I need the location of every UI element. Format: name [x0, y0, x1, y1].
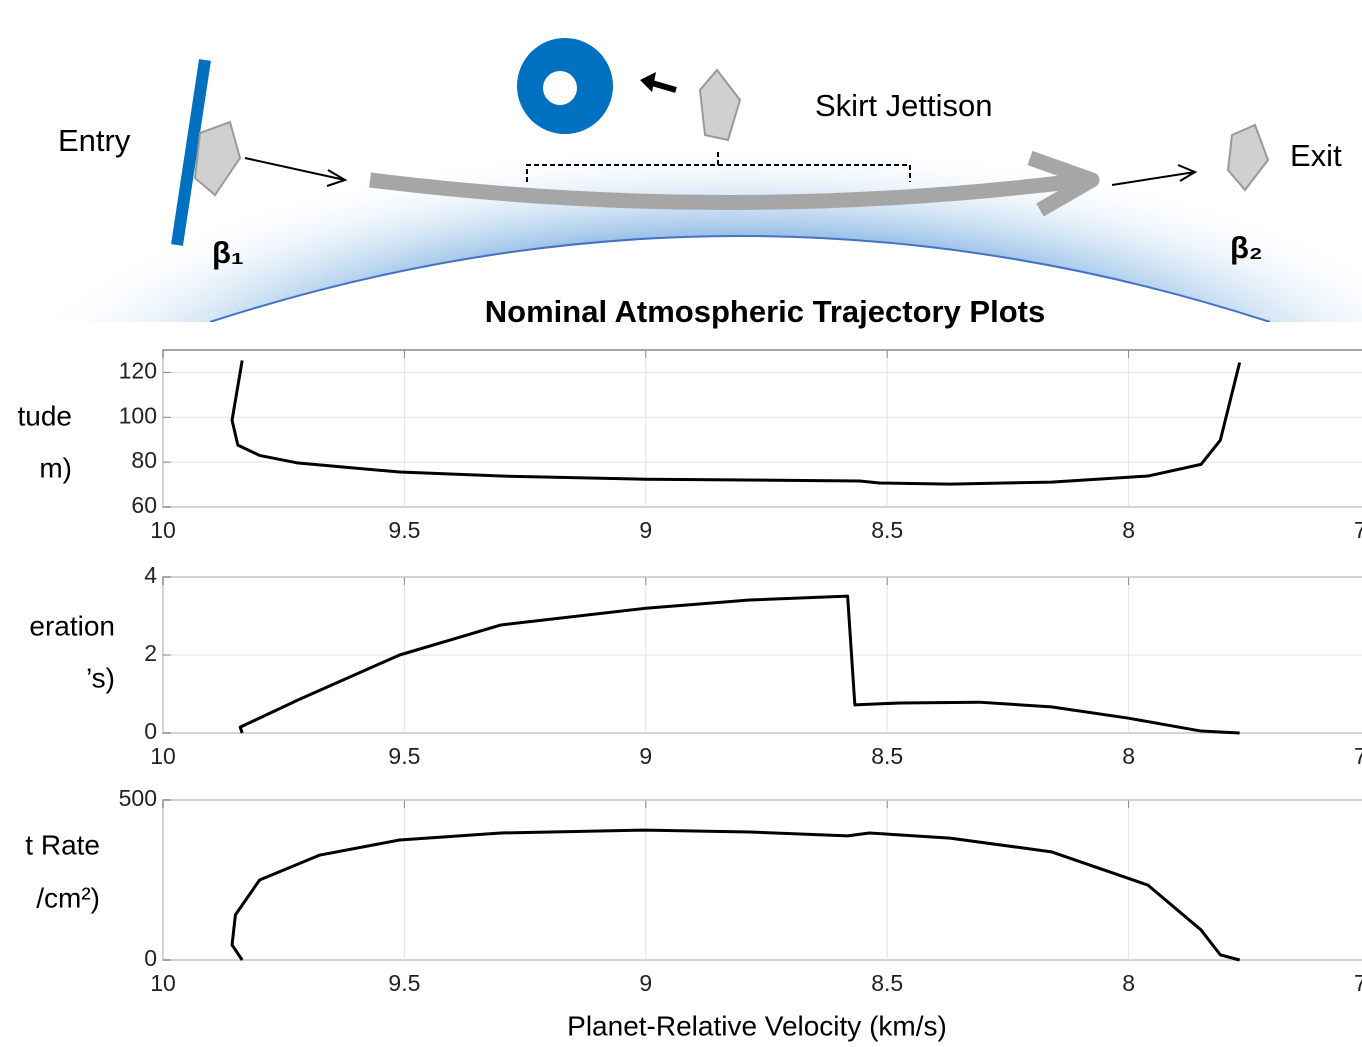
spacecraft-jettison: [700, 70, 740, 140]
y-tick-label: 4: [144, 562, 157, 588]
x-tick-label: 7.5: [1354, 743, 1362, 769]
exit-label: Exit: [1290, 138, 1342, 173]
y-tick-label: 100: [119, 402, 157, 428]
y-axis-label: t Rate: [25, 829, 100, 860]
y-axis-label: tude: [18, 400, 73, 431]
y-axis-label: ’s): [86, 662, 115, 693]
y-axis-label: /cm²): [36, 882, 100, 913]
plots-title: Nominal Atmospheric Trajectory Plots: [485, 294, 1045, 329]
jettison-arrow: [652, 83, 676, 90]
x-tick-label: 9.5: [388, 517, 420, 543]
x-tick-label: 8.5: [871, 970, 903, 996]
y-tick-label: 500: [119, 785, 157, 811]
x-tick-label: 8.5: [871, 517, 903, 543]
figure: Entry Skirt Jettison Exit β₁ β₂ Nominal …: [0, 0, 1362, 1047]
plot-area: [163, 350, 1362, 507]
y-tick-label: 60: [131, 492, 157, 518]
y-tick-label: 120: [119, 358, 157, 384]
x-tick-label: 8: [1122, 517, 1135, 543]
skirt-ring-hole: [543, 71, 577, 105]
y-tick-label: 0: [144, 718, 157, 744]
x-tick-label: 7.5: [1354, 970, 1362, 996]
y-tick-label: 2: [144, 640, 157, 666]
x-tick-label: 9: [639, 743, 652, 769]
x-tick-label: 8: [1122, 970, 1135, 996]
y-tick-label: 80: [131, 447, 157, 473]
x-tick-label: 7.5: [1354, 517, 1362, 543]
x-tick-label: 10: [150, 743, 176, 769]
y-axis-label: eration: [29, 610, 115, 641]
spacecraft-exit: [1228, 125, 1268, 190]
entry-label: Entry: [58, 123, 131, 158]
jettison-label: Skirt Jettison: [815, 88, 992, 123]
x-tick-label: 10: [150, 970, 176, 996]
beta2-label: β₂: [1230, 230, 1263, 265]
entry-arrow: [245, 158, 345, 180]
y-tick-label: 0: [144, 945, 157, 971]
jettison-arrowhead: [640, 72, 656, 92]
x-tick-label: 9.5: [388, 743, 420, 769]
x-tick-label: 10: [150, 517, 176, 543]
x-tick-label: 8.5: [871, 743, 903, 769]
x-tick-label: 8: [1122, 743, 1135, 769]
plot-area: [163, 800, 1362, 960]
x-tick-label: 9: [639, 517, 652, 543]
y-axis-label: m): [39, 452, 72, 483]
x-axis-label: Planet-Relative Velocity (km/s): [567, 1010, 947, 1041]
spacecraft-entry: [195, 122, 240, 195]
x-tick-label: 9.5: [388, 970, 420, 996]
beta1-label: β₁: [212, 235, 244, 270]
page: Entry Skirt Jettison Exit β₁ β₂ Nominal …: [0, 0, 1362, 1047]
x-tick-label: 9: [639, 970, 652, 996]
